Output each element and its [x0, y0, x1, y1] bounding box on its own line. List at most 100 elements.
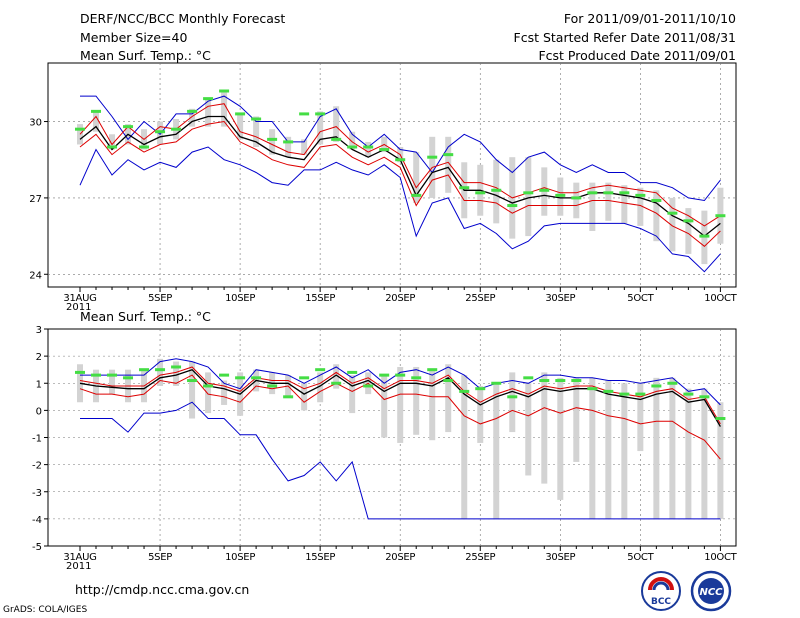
observed-marker	[667, 211, 678, 215]
series-mean-line	[79, 368, 721, 427]
ensemble-range-bar	[637, 383, 644, 452]
ensemble-range-bar	[413, 366, 420, 435]
observed-marker	[587, 191, 598, 195]
observed-marker	[635, 392, 646, 396]
observed-marker	[603, 389, 614, 393]
observed-marker	[139, 145, 150, 149]
y-tick-label: 30	[29, 118, 42, 129]
observed-marker	[475, 191, 486, 195]
observed-marker	[251, 376, 262, 380]
ensemble-range-bar	[349, 131, 356, 150]
ensemble-range-bar	[301, 139, 308, 155]
ensemble-range-bar	[189, 108, 196, 127]
ensemble-range-bar	[717, 402, 724, 519]
observed-marker	[75, 370, 85, 374]
ensemble-range-bar	[445, 364, 452, 433]
observed-marker	[187, 109, 198, 113]
y-tick-label: 0	[36, 406, 42, 417]
observed-marker	[603, 191, 614, 195]
observed-marker	[555, 193, 566, 197]
precip-panel-title: Mean Surf. Temp.: °C	[80, 309, 211, 324]
grads-credit: GrADS: COLA/IGES	[3, 605, 88, 615]
y-tick-label: 24	[29, 270, 42, 281]
observed-marker	[539, 188, 550, 192]
observed-marker	[75, 127, 85, 131]
observed-marker	[619, 191, 630, 195]
x-tick-label: 10OCT	[704, 293, 737, 304]
observed-marker	[107, 373, 118, 377]
observed-marker	[235, 376, 246, 380]
y-tick-label: -1	[32, 434, 42, 445]
y-tick-label: -3	[32, 488, 42, 499]
ensemble-range-bar	[109, 369, 116, 395]
x-tick-label: 25SEP	[465, 552, 495, 563]
observed-marker	[267, 137, 278, 141]
footer-url[interactable]: http://cmdp.ncc.cma.gov.cn	[75, 582, 250, 597]
x-year-label: 2011	[66, 302, 91, 313]
observed-marker	[491, 188, 502, 192]
x-tick-label: 31AUG	[63, 552, 96, 563]
observed-marker	[203, 97, 214, 101]
ncc-logo-text: NCC	[699, 587, 723, 598]
ensemble-range-bar	[557, 377, 564, 500]
bcc-logo: BCC	[640, 570, 682, 612]
x-tick-label: 5OCT	[627, 552, 654, 563]
observed-marker	[427, 155, 438, 159]
ensemble-range-bar	[653, 190, 660, 242]
y-tick-label: 27	[29, 194, 42, 205]
member-size: Member Size=40	[80, 30, 188, 45]
x-tick-label: 15SEP	[305, 552, 335, 563]
observed-marker	[683, 219, 694, 223]
observed-marker	[539, 379, 550, 383]
observed-marker	[283, 395, 294, 399]
ensemble-range-bar	[685, 208, 692, 254]
x-tick-label: 5SEP	[148, 552, 172, 563]
x-tick-label: 10SEP	[225, 552, 255, 563]
observed-marker	[91, 109, 102, 113]
observed-marker	[187, 379, 198, 383]
observed-marker	[283, 140, 294, 144]
ensemble-range-bar	[333, 106, 340, 142]
observed-marker	[571, 379, 582, 383]
ensemble-range-bar	[285, 136, 292, 158]
ensemble-range-bar	[461, 375, 468, 519]
ensemble-range-bar	[269, 129, 276, 155]
x-tick-label: 25SEP	[465, 293, 495, 304]
ensemble-range-bar	[653, 377, 660, 519]
observed-marker	[347, 145, 358, 149]
observed-marker	[315, 112, 326, 116]
ensemble-range-bar	[317, 372, 324, 403]
ensemble-range-bar	[525, 157, 532, 237]
ensemble-range-bar	[317, 111, 324, 145]
observed-marker	[139, 368, 150, 372]
panel-frame	[47, 328, 737, 547]
x-tick-label: 10SEP	[225, 293, 255, 304]
ensemble-range-bar	[493, 383, 500, 519]
ensemble-range-bar	[509, 372, 516, 433]
observed-marker	[699, 234, 710, 238]
y-tick-label: 3	[36, 325, 42, 336]
series-lower-percentile-line	[79, 374, 721, 460]
observed-marker	[507, 395, 518, 399]
observed-marker	[347, 370, 358, 374]
observed-marker	[715, 417, 726, 421]
ensemble-range-bar	[589, 377, 596, 519]
observed-marker	[715, 214, 726, 218]
observed-marker	[315, 368, 326, 372]
series-min-line	[79, 146, 721, 273]
observed-marker	[155, 368, 166, 372]
x-tick-label: 20SEP	[385, 293, 415, 304]
ensemble-range-bar	[173, 361, 180, 386]
observed-marker	[171, 365, 182, 369]
ensemble-range-bar	[333, 364, 340, 389]
ensemble-range-bar	[541, 372, 548, 484]
observed-marker	[443, 153, 454, 157]
series-min-line	[80, 401, 721, 520]
observed-marker	[571, 196, 582, 200]
observed-marker	[523, 191, 534, 195]
ensemble-range-bar	[589, 182, 596, 231]
observed-marker	[555, 379, 566, 383]
ensemble-range-bar	[381, 375, 388, 438]
observed-marker	[459, 389, 470, 393]
x-tick-label: 5SEP	[148, 293, 172, 304]
